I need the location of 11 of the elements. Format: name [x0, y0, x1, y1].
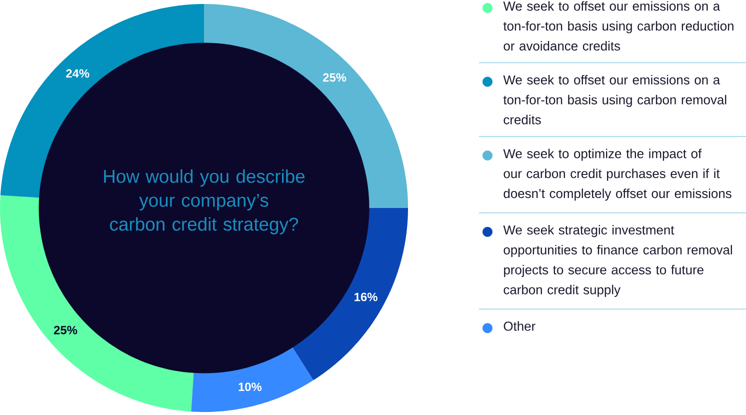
legend-label: We seek strategic investment opportunities to finance carbon removal projects to secure access to future carbon credit supply — [503, 225, 732, 297]
data-label: 24% — [66, 69, 90, 78]
legend-label: We seek to optimize the impact of our carbon credit purchases even if it doesn’t completely offset our emissions — [503, 148, 732, 201]
data-label: 10% — [238, 382, 262, 392]
data-label: 25% — [323, 73, 346, 82]
data-label: 25% — [54, 326, 78, 334]
text: How would you describe your company’s carbon credit strategy? — [104, 169, 305, 234]
legend-label: We seek to offset our emissions on a ton-for-ton basis using carbon reduction or avoidance credits — [503, 1, 734, 51]
legend-label: Other — [504, 321, 536, 331]
legend-label: We seek to offset our emissions on a ton-for-ton basis using carbon removal credits — [503, 74, 726, 124]
data-label: 16% — [354, 292, 378, 302]
